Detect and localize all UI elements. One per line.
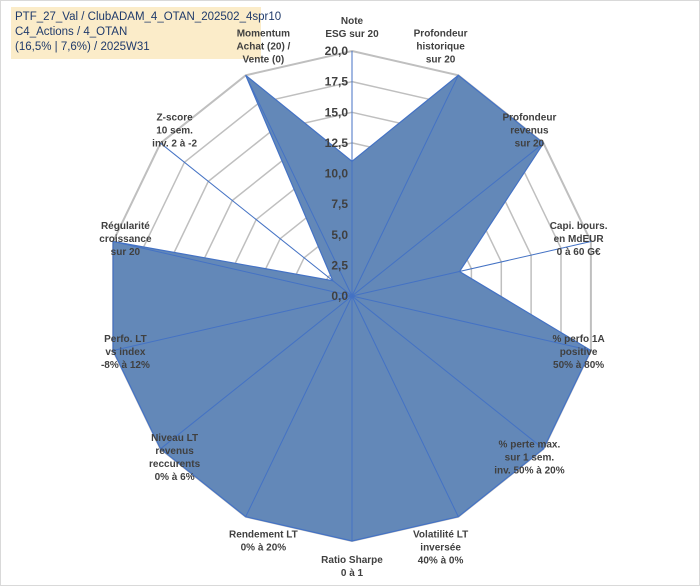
axis-label-line: positive <box>560 347 598 358</box>
spoke-12 <box>160 142 353 297</box>
axis-label-10: Perfo. LT vs index -8% à 12% <box>101 334 150 371</box>
spoke-13 <box>245 75 353 297</box>
axis-label-7: Ratio Sharpe 0 à 1 <box>321 555 383 579</box>
tick-label: 0,0 <box>331 289 348 303</box>
axis-label-line: 0% à 20% <box>241 543 287 554</box>
axis-label-line: -8% à 12% <box>101 360 150 371</box>
axis-label-line: 50% à 80% <box>553 360 604 371</box>
axis-label-2: Profondeur revenus sur 20 <box>502 113 556 150</box>
tick-label: 12,5 <box>325 136 349 150</box>
axis-label-6: Volatilité LT inversée 40% à 0% <box>413 530 468 567</box>
axis-label-line: Achat (20) / <box>236 41 290 52</box>
axis-label-0: Note ESG sur 20 <box>325 16 379 40</box>
axis-label-line: % perfo 1A <box>552 334 604 345</box>
axis-label-line: reccurents <box>149 459 201 470</box>
axis-label-line: Volatilité LT <box>413 530 468 541</box>
axis-label-line: Ratio Sharpe <box>321 555 383 566</box>
axis-label-12: Z-score 10 sem. inv. 2 à -2 <box>152 113 197 150</box>
axis-label-line: inv. 50% à 20% <box>494 466 565 477</box>
axis-label-line: Perfo. LT <box>104 334 147 345</box>
tick-label: 5,0 <box>331 228 348 242</box>
axis-label-line: Niveau LT <box>151 433 198 444</box>
axis-label-line: inv. 2 à -2 <box>152 139 197 150</box>
axis-label-9: Niveau LT revenus reccurents 0% à 6% <box>149 433 201 483</box>
axis-label-line: historique <box>416 41 465 52</box>
axis-label-line: 0% à 6% <box>155 472 195 483</box>
spoke-11 <box>112 241 353 297</box>
spoke-2 <box>351 142 544 297</box>
spoke-3 <box>351 241 592 297</box>
axis-label-line: Profondeur <box>502 113 556 124</box>
axis-label-line: 10 sem. <box>156 126 193 137</box>
axis-label-line: en MdEUR <box>554 234 605 245</box>
axis-label-line: revenus <box>510 126 549 137</box>
tick-label: 15,0 <box>325 105 349 119</box>
tick-label: 10,0 <box>325 167 349 181</box>
axis-label-line: Vente (0) <box>243 54 285 65</box>
axis-label-line: ESG sur 20 <box>325 29 379 40</box>
header-line-2: C4_Actions / 4_OTAN <box>15 26 128 38</box>
axis-label-line: Profondeur <box>414 28 468 39</box>
axis-label-line: inversée <box>420 543 461 554</box>
axis-label-line: 0 à 60 G€ <box>557 247 601 258</box>
spoke-8 <box>245 295 353 517</box>
axis-label-line: sur 20 <box>111 247 141 258</box>
axis-label-5: % perte max. sur 1 sem. inv. 50% à 20% <box>494 440 565 477</box>
spoke-6 <box>351 295 459 517</box>
spoke-5 <box>351 295 544 450</box>
axis-label-line: Note <box>341 16 364 27</box>
axis-label-line: Z-score <box>157 113 194 124</box>
tick-label: 20,0 <box>325 44 349 58</box>
axis-label-line: sur 20 <box>515 139 545 150</box>
axis-label-line: % perte max. <box>499 440 561 451</box>
axis-label-4: % perfo 1A positive 50% à 80% <box>552 334 604 371</box>
axis-label-line: Rendement LT <box>229 530 298 541</box>
header-line-3: (16,5% | 7,6%) / 2025W31 <box>15 41 150 53</box>
axis-label-line: Momentum <box>237 28 290 39</box>
axis-label-1: Profondeur historique sur 20 <box>414 28 468 65</box>
axis-label-line: 0 à 1 <box>341 568 364 579</box>
spoke-4 <box>351 295 592 351</box>
axis-label-11: Régularité croissance sur 20 <box>99 221 152 258</box>
axis-label-line: Régularité <box>101 221 150 232</box>
axis-label-line: sur 20 <box>426 54 456 65</box>
axis-label-line: sur 1 sem. <box>505 453 555 464</box>
axis-label-line: 40% à 0% <box>418 556 464 567</box>
axis-label-3: Capi. bours. en MdEUR 0 à 60 G€ <box>550 221 608 258</box>
axis-label-line: vs index <box>105 347 145 358</box>
spoke-1 <box>351 75 459 297</box>
axis-label-8: Rendement LT 0% à 20% <box>229 530 298 554</box>
axis-label-line: Capi. bours. <box>550 221 608 232</box>
axis-label-line: croissance <box>99 234 152 245</box>
tick-label: 7,5 <box>331 197 348 211</box>
tick-label: 2,5 <box>331 258 348 272</box>
tick-label: 17,5 <box>325 75 349 89</box>
axis-label-13: Momentum Achat (20) / Vente (0) <box>236 28 290 65</box>
spoke-9 <box>160 295 353 450</box>
axis-label-line: revenus <box>155 446 194 457</box>
chart-header: PTF_27_Val / ClubADAM_4_OTAN_202502_4spr… <box>11 7 282 59</box>
header-line-1: PTF_27_Val / ClubADAM_4_OTAN_202502_4spr… <box>15 11 282 23</box>
spoke-10 <box>112 295 353 351</box>
